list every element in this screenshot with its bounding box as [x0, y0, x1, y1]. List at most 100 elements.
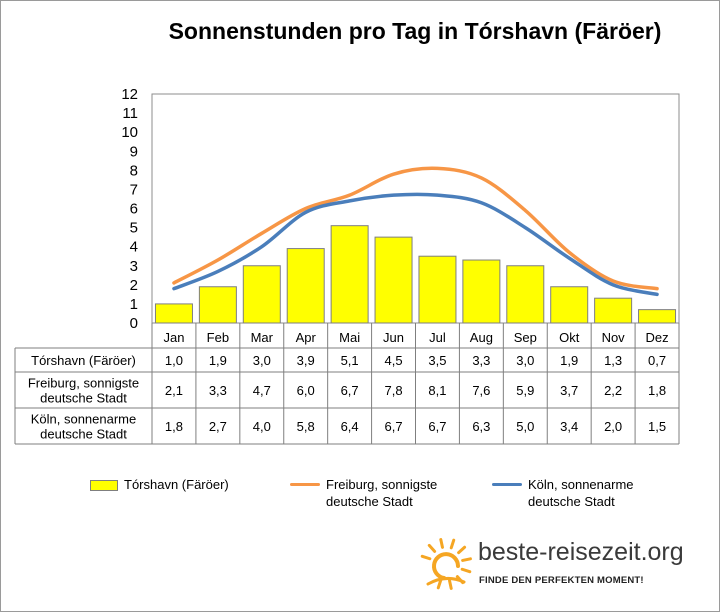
line-series-2 — [172, 192, 659, 297]
y-tick-label: 1 — [130, 296, 138, 313]
month-label-aug: Aug — [470, 330, 493, 345]
table-cell: 8,1 — [428, 383, 446, 398]
table-cell: 6,7 — [341, 383, 359, 398]
legend-swatch — [492, 483, 522, 486]
y-tick-label: 9 — [130, 143, 138, 160]
table-cell: 3,9 — [297, 353, 315, 368]
month-label-okt: Okt — [559, 330, 580, 345]
table-cell: 1,8 — [648, 383, 666, 398]
table-cell: 1,8 — [165, 419, 183, 434]
table-cell: 4,5 — [385, 353, 403, 368]
y-tick-label: 0 — [130, 315, 138, 332]
y-tick-label: 6 — [130, 201, 138, 218]
bar-jun — [374, 236, 413, 324]
y-tick-label: 11 — [122, 105, 138, 122]
bar-mai — [330, 225, 369, 324]
table-cell: 1,0 — [165, 353, 183, 368]
table-row-header: Köln, sonnenarme — [31, 412, 137, 427]
brand-logo[interactable]: beste-reisezeit.org FINDE DEN PERFEKTEN … — [416, 534, 716, 594]
month-label-jun: Jun — [383, 330, 404, 345]
y-tick-label: 2 — [130, 277, 138, 294]
table-cell: 7,6 — [472, 383, 490, 398]
y-tick-label: 4 — [130, 239, 138, 256]
sun-ray — [427, 543, 437, 553]
y-tick-label: 5 — [130, 220, 138, 237]
bar-mar — [242, 265, 281, 324]
table-cell: 6,3 — [472, 419, 490, 434]
month-label-dez: Dez — [645, 330, 668, 345]
table-cell: 1,3 — [604, 353, 622, 368]
legend-item-0: Tórshavn (Färöer) — [90, 476, 229, 493]
legend-label-line: deutsche Stadt — [528, 494, 615, 509]
table-row-header: Tórshavn (Färöer) — [31, 353, 136, 368]
table-cell: 4,0 — [253, 419, 271, 434]
legend-label: Köln, sonnenarme deutsche Stadt — [528, 476, 634, 510]
y-tick-label: 7 — [130, 181, 138, 198]
chart-title: Sonnenstunden pro Tag in Tórshavn (Färöe… — [168, 18, 662, 44]
table-cell: 3,4 — [560, 419, 578, 434]
bar-okt — [550, 286, 589, 324]
bar-nov — [594, 297, 633, 324]
table-cell: 3,5 — [428, 353, 446, 368]
y-tick-label: 8 — [130, 162, 138, 179]
table-cell: 3,7 — [560, 383, 578, 398]
table-row-header: deutsche Stadt — [40, 391, 127, 406]
y-tick-label: 3 — [130, 258, 138, 275]
legend-item-1: Freiburg, sonnigste deutsche Stadt — [290, 476, 437, 510]
sun-ray — [457, 545, 467, 555]
legend-label: Tórshavn (Färöer) — [124, 476, 229, 493]
table-cell: 3,0 — [253, 353, 271, 368]
table-cell: 3,3 — [209, 383, 227, 398]
table-cell: 5,1 — [341, 353, 359, 368]
sun-ray — [420, 554, 432, 561]
line-series-1 — [172, 166, 659, 291]
legend-item-2: Köln, sonnenarme deutsche Stadt — [492, 476, 634, 510]
table-row-header: deutsche Stadt — [40, 427, 127, 442]
bar-jul — [418, 255, 457, 324]
table-cell: 3,0 — [516, 353, 534, 368]
table-cell: 1,5 — [648, 419, 666, 434]
sun-ray — [449, 538, 456, 550]
table-cell: 3,3 — [472, 353, 490, 368]
sun-ray — [439, 538, 444, 549]
sun-ray — [461, 557, 472, 562]
legend-label-line: deutsche Stadt — [326, 494, 413, 509]
month-label-sep: Sep — [514, 330, 537, 345]
table-cell: 2,2 — [604, 383, 622, 398]
month-label-mar: Mar — [251, 330, 274, 345]
y-tick-label: 12 — [121, 86, 138, 103]
table-cell: 2,7 — [209, 419, 227, 434]
sun-ray — [448, 579, 453, 590]
y-tick-label: 10 — [121, 124, 138, 141]
table-cell: 4,7 — [253, 383, 271, 398]
bar-apr — [286, 248, 325, 324]
table-cell: 0,7 — [648, 353, 666, 368]
legend-swatch — [290, 483, 320, 486]
bar-jan — [154, 303, 193, 324]
table-cell: 6,0 — [297, 383, 315, 398]
table-cell: 6,4 — [341, 419, 359, 434]
table-row-header: Freiburg, sonnigste — [28, 376, 139, 391]
table-cell: 1,9 — [560, 353, 578, 368]
month-label-mai: Mai — [339, 330, 360, 345]
table-cell: 5,0 — [516, 419, 534, 434]
table-cell: 6,7 — [385, 419, 403, 434]
bar-dez — [638, 309, 677, 324]
legend-label: Freiburg, sonnigste deutsche Stadt — [326, 476, 437, 510]
table-cell: 1,9 — [209, 353, 227, 368]
month-label-jul: Jul — [429, 330, 446, 345]
sun-ray — [460, 567, 472, 574]
month-label-jan: Jan — [163, 330, 184, 345]
sun-ray — [436, 578, 443, 590]
brand-tagline: FINDE DEN PERFEKTEN MOMENT! — [479, 575, 644, 586]
bar-aug — [462, 259, 501, 324]
table-cell: 6,7 — [428, 419, 446, 434]
legend-label-line: Köln, sonnenarme — [528, 477, 634, 492]
month-label-apr: Apr — [296, 330, 317, 345]
table-cell: 5,8 — [297, 419, 315, 434]
brand-name[interactable]: beste-reisezeit.org — [478, 538, 684, 566]
legend-label-line: Tórshavn (Färöer) — [124, 477, 229, 492]
month-label-nov: Nov — [602, 330, 626, 345]
table-cell: 2,0 — [604, 419, 622, 434]
